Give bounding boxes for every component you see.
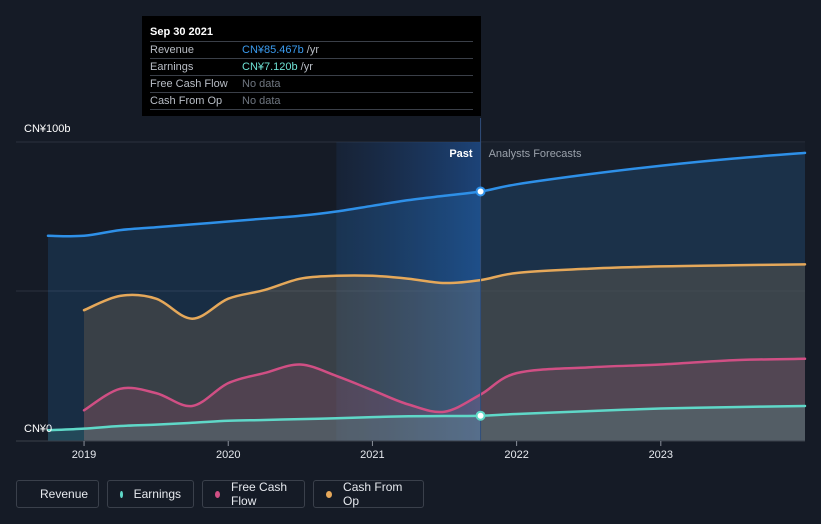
legend-dot-icon	[215, 490, 221, 498]
tooltip-row-earnings: Earnings CN¥7.120b /yr	[150, 59, 473, 76]
x-tick-label: 2022	[504, 449, 528, 461]
tooltip-row-cash-from-op: Cash From Op No data	[150, 93, 473, 110]
tooltip-row-free-cash-flow: Free Cash Flow No data	[150, 76, 473, 93]
tooltip-label: Revenue	[150, 44, 195, 56]
x-tick-label: 2019	[72, 449, 96, 461]
tooltip-value: No data	[242, 78, 281, 90]
y-axis-top-label: CN¥100b	[24, 123, 71, 135]
area-cash-from-op	[84, 264, 805, 441]
highlight-point-revenue	[475, 186, 486, 197]
legend-dot-icon	[326, 490, 333, 498]
tooltip-value: CN¥7.120b	[242, 61, 298, 73]
forecast-label: Analysts Forecasts	[489, 148, 582, 160]
line-free-cash-flow	[82, 357, 807, 414]
tooltip-value: CN¥85.467b	[242, 44, 304, 56]
legend-item-free-cash-flow[interactable]: Free Cash Flow	[202, 480, 305, 508]
past-label: Past	[449, 148, 473, 160]
forecast-shade	[480, 142, 805, 441]
legend-label: Free Cash Flow	[231, 480, 288, 508]
legend-label: Revenue	[40, 487, 89, 501]
tooltip-unit: /yr	[306, 44, 320, 56]
tooltip-label: Earnings	[150, 61, 194, 73]
x-tick-label: 2021	[360, 449, 384, 461]
x-tick-label: 2023	[649, 449, 673, 461]
legend: Revenue Earnings Free Cash Flow Cash Fro…	[16, 480, 424, 508]
past-highlight-band	[336, 142, 481, 441]
tooltip-value: No data	[242, 95, 281, 107]
legend-label: Cash From Op	[343, 480, 403, 508]
line-cash-from-op	[82, 263, 807, 320]
highlight-point-earnings	[475, 410, 486, 421]
legend-item-earnings[interactable]: Earnings	[107, 480, 194, 508]
tooltip-label: Cash From Op	[150, 95, 223, 107]
area-earnings	[48, 406, 805, 441]
tooltip-unit: /yr	[300, 61, 313, 73]
tooltip-label: Free Cash Flow	[150, 78, 228, 90]
legend-dot-icon	[120, 490, 123, 498]
line-revenue	[46, 151, 807, 238]
x-tick-label: 2020	[216, 449, 240, 461]
y-axis-bottom-label: CN¥0	[24, 423, 53, 435]
legend-item-revenue[interactable]: Revenue	[16, 480, 99, 508]
tooltip: Sep 30 2021 Revenue CN¥85.467b /yr Earni…	[142, 16, 481, 116]
tooltip-row-revenue: Revenue CN¥85.467b /yr	[150, 42, 473, 59]
line-earnings	[46, 404, 807, 432]
area-revenue	[48, 152, 805, 441]
tooltip-date: Sep 30 2021	[150, 24, 473, 42]
legend-label: Earnings	[133, 487, 181, 501]
legend-item-cash-from-op[interactable]: Cash From Op	[313, 480, 424, 508]
